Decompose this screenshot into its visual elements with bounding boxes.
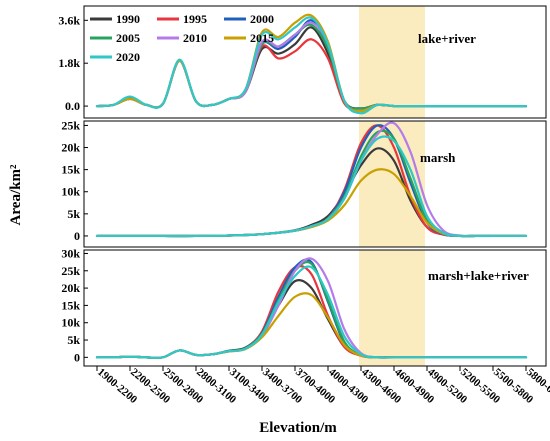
panel-frame [83, 120, 547, 248]
series-line-2020-marsh [95, 135, 528, 238]
y-tick-label: 3.6k [58, 13, 80, 27]
x-axis-title: Elevation/m [259, 420, 337, 436]
series-line-2020-marsh-lake-river [95, 265, 528, 359]
y-tick-label: 0 [74, 229, 80, 243]
elevation-highlight-band [359, 250, 425, 366]
panel-label: marsh [420, 150, 456, 165]
y-tick-label: 15k [61, 163, 80, 177]
series-line-2020-lake-river [95, 16, 528, 115]
y-tick-label: 0 [74, 350, 80, 364]
legend-label-2000: 2000 [250, 12, 274, 26]
panel-border [83, 120, 547, 248]
panel-2: 0 5k 10k 15k 20k 25k marsh [61, 118, 547, 248]
y-tick-label: 10k [61, 185, 80, 199]
panel-border [83, 249, 547, 367]
y-tick-label: 30k [61, 246, 80, 260]
legend: 1990 1995 2000 2005 2010 2015 2020 [90, 12, 274, 64]
panel-1: 0.0 1.8k 3.6k lake+river [58, 5, 547, 119]
y-tick-label: 5k [67, 207, 80, 221]
y-tick-label: 5k [67, 333, 80, 347]
legend-label-2020: 2020 [116, 50, 140, 64]
y-tick-label: 25k [61, 264, 80, 278]
elevation-highlight-band [359, 6, 425, 118]
y-tick-label: 15k [61, 298, 80, 312]
legend-label-2010: 2010 [183, 31, 207, 45]
legend-label-1990: 1990 [116, 12, 140, 26]
y-tick-label: 25k [61, 118, 80, 132]
y-tick-label: 1.8k [58, 56, 80, 70]
y-axis-title: Area/km² [8, 164, 24, 225]
panel-3: 0 5k 10k 15k 20k 25k 30k marsh+lake+river [61, 246, 547, 367]
panels: 0.0 1.8k 3.6k lake+river 0 5k 10k 15k 20k 25k mars… [58, 5, 547, 367]
y-tick-label: 20k [61, 141, 80, 155]
panel-label: marsh+lake+river [428, 268, 529, 283]
panel-label: lake+river [418, 31, 476, 46]
legend-label-1995: 1995 [183, 12, 207, 26]
y-tick-label: 20k [61, 281, 80, 295]
y-tick-label: 10k [61, 316, 80, 330]
legend-label-2005: 2005 [116, 31, 140, 45]
panel-border [83, 5, 547, 119]
x-axis-ticks: 1900-22002200-25002500-28002800-31003100… [95, 366, 550, 406]
y-tick-label: 0.0 [65, 99, 80, 113]
legend-label-2015: 2015 [250, 31, 274, 45]
